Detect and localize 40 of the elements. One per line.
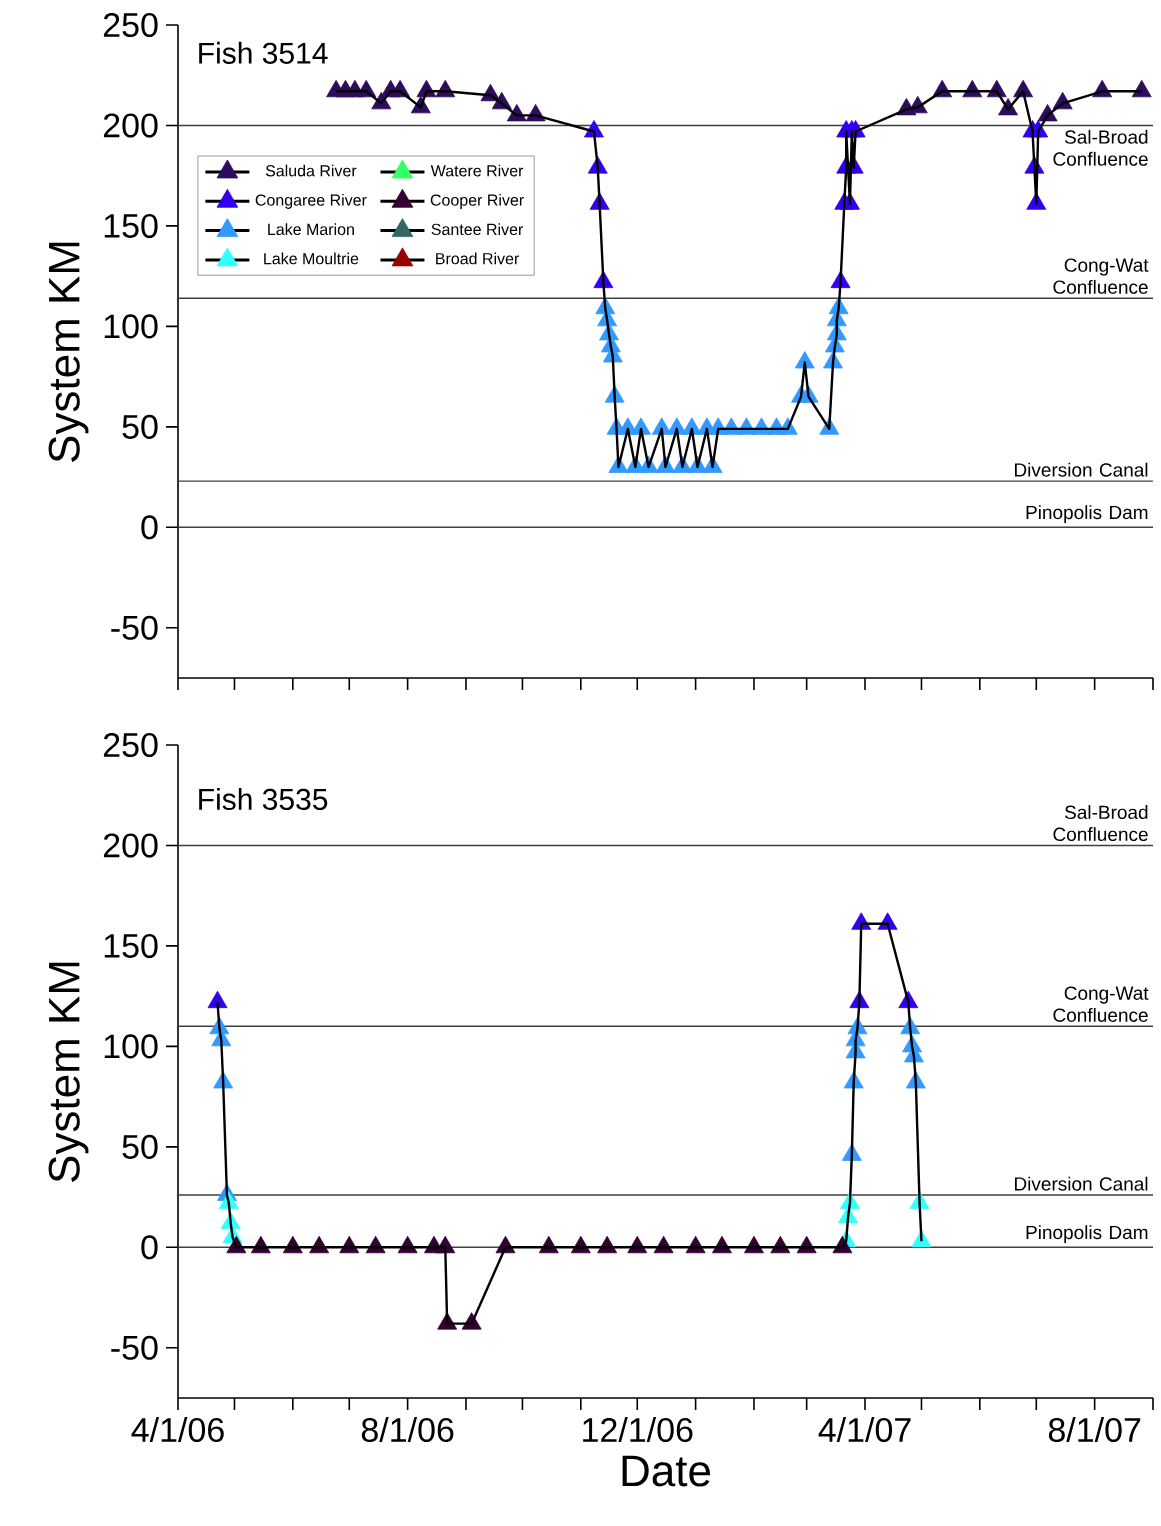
ref-line-label: Diversion Canal (1015, 1176, 1148, 1191)
ref-line-label: Sal-Broad Confluence (1053, 805, 1148, 842)
y-axis-title: System KM (48, 242, 89, 462)
x-tick-label: 12/1/06 (583, 1417, 693, 1443)
legend-label: Saluda River (265, 164, 357, 177)
ref-line-label: Cong-Wat Confluence (1053, 258, 1149, 294)
x-tick-label: 8/1/06 (361, 1417, 454, 1443)
ref-line-label: Diversion Canal (1015, 462, 1148, 477)
y-tick-label: 50 (122, 414, 158, 439)
y-tick-label: 250 (103, 12, 158, 38)
legend-label: Broad River (436, 252, 520, 265)
ref-line-label: Pinopolis Dam (1026, 1225, 1148, 1243)
legend-label: Congaree River (255, 193, 367, 209)
y-tick-label: 150 (104, 933, 158, 958)
ref-line-label: Pinopolis Dam (1026, 505, 1148, 523)
y-tick-label: 150 (104, 213, 158, 238)
legend-label: Watere River (430, 164, 524, 177)
y-tick-label: -50 (111, 615, 158, 640)
y-tick-label: -50 (111, 1335, 158, 1360)
y-tick-label: 100 (104, 1034, 158, 1059)
ref-line-label: Cong-Wat Confluence (1053, 986, 1149, 1022)
annotation: Fish 3535 (199, 787, 328, 810)
y-tick-label: 100 (104, 314, 158, 339)
x-axis-title: Date (622, 1455, 711, 1487)
y-tick-label: 250 (103, 732, 158, 758)
legend-label: Lake Moultrie (264, 252, 359, 265)
x-tick-label: 8/1/07 (1048, 1417, 1141, 1443)
y-tick-label: 0 (141, 515, 158, 540)
y-tick-label: 200 (103, 833, 158, 858)
y-tick-label: 50 (122, 1134, 158, 1159)
legend-label: Cooper River (430, 193, 524, 209)
x-tick-label: 4/1/07 (818, 1417, 911, 1443)
y-tick-label: 0 (141, 1235, 158, 1260)
ref-line-label: Sal-Broad Confluence (1053, 129, 1148, 166)
y-tick-label: 200 (103, 113, 158, 138)
legend-label: Lake Marion (268, 223, 354, 236)
annotation: Fish 3514 (199, 41, 328, 64)
legend-label: Santee River (431, 223, 524, 236)
x-tick-label: 4/1/06 (131, 1417, 224, 1443)
y-axis-title: System KM (48, 962, 89, 1182)
